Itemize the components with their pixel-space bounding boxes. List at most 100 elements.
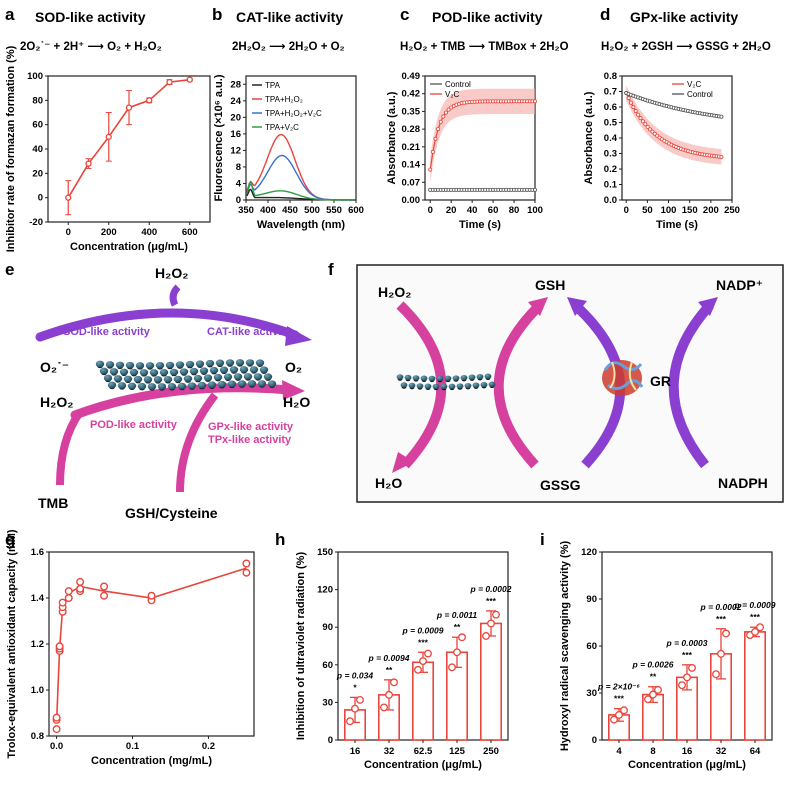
chart-i: 0 30 60 90 120 Concentration (μg/mL) Hydroxyl … (559, 541, 776, 771)
atom (149, 369, 159, 376)
x-tick-label: 60 (488, 205, 499, 216)
x-axis-label: Concentration (μg/mL) (628, 759, 746, 771)
y-tick-label: 40 (32, 144, 43, 155)
h2o2-branch (169, 284, 181, 307)
x-tick-label: 16 (682, 746, 693, 757)
series-line-1 (246, 133, 356, 201)
e-cat-label: CAT-like activity (207, 326, 292, 338)
gr-enzyme-icon (602, 360, 644, 396)
atom (107, 381, 117, 389)
legend-label: TPA+H₂O₂ (265, 95, 303, 104)
significance-stars: *** (418, 637, 429, 647)
x-tick-label: 400 (141, 227, 157, 238)
f-nadph: NADPH (718, 475, 768, 491)
data-point (650, 129, 655, 134)
x-axis-label: Wavelength (nm) (257, 219, 346, 231)
p-value-label: p = 0.0094 (368, 653, 410, 663)
equation-d: H₂O₂ + 2GSH ⟶ GSSG + 2H₂O (601, 41, 771, 53)
data-point (722, 629, 730, 638)
data-point (458, 633, 466, 642)
atom (213, 373, 223, 381)
atom (187, 382, 197, 390)
y-tick-label: 0.14 (402, 160, 421, 171)
panel-label-a: a (5, 5, 15, 24)
data-point (105, 133, 112, 140)
atom (243, 373, 253, 380)
x-tick-label: 100 (661, 205, 677, 216)
x-tick-label: 62.5 (414, 746, 433, 757)
y-tick-label: 0 (236, 195, 241, 206)
data-point (100, 591, 109, 600)
atom (257, 380, 267, 387)
data-point (242, 568, 251, 577)
y-tick-label: 1.2 (31, 639, 44, 650)
data-point (428, 167, 433, 172)
data-point (55, 642, 64, 651)
significance-stars: *** (750, 612, 761, 622)
atom (420, 375, 428, 381)
x-tick-label: 0 (428, 205, 433, 216)
atom (183, 375, 193, 383)
data-point (751, 627, 759, 636)
atom (179, 368, 189, 376)
data-point (433, 136, 438, 141)
legend-label: V₂C (445, 90, 459, 99)
chart-b: 0 4 8 12 16 20 24 28 350 400 450 500 550 600Wavelengt… (213, 74, 364, 231)
y-tick-label: 0.00 (402, 195, 421, 206)
x-tick-label: 4 (616, 746, 622, 757)
plot-frame (245, 75, 357, 201)
data-point (147, 591, 156, 600)
y-tick-label: 0.6 (604, 102, 617, 113)
series-line-3 (246, 180, 356, 201)
y-tick-label: 0.3 (604, 149, 617, 160)
atom (133, 375, 143, 383)
atom (408, 382, 416, 389)
y-axis-label: Absorbance (a.u.) (386, 91, 398, 184)
data-point (146, 97, 153, 104)
x-tick-label: 550 (326, 205, 342, 216)
x-tick-label: 64 (750, 746, 761, 757)
x-tick-label: 125 (449, 746, 466, 757)
x-tick-label: 32 (716, 746, 727, 757)
data-point (242, 559, 251, 568)
x-axis-label: Time (s) (656, 219, 698, 231)
atom (404, 374, 412, 381)
x-tick-label: 40 (467, 205, 478, 216)
y-tick-label: 60 (322, 660, 333, 671)
title-d: GPx-like activity (630, 9, 738, 25)
atom (237, 380, 247, 387)
atom (432, 383, 440, 390)
bar (743, 631, 766, 741)
e-h2o: H₂O (283, 394, 310, 410)
significance-stars: *** (486, 596, 497, 606)
data-point (645, 124, 650, 129)
error-band (430, 88, 535, 183)
atom (233, 373, 243, 380)
atom (153, 376, 163, 383)
p-value-label: p = 0.0009 (402, 625, 444, 635)
y-tick-label: 80 (32, 95, 43, 106)
x-tick-label: 50 (642, 205, 653, 216)
y-tick-label: 0.8 (604, 71, 617, 82)
data-point (380, 703, 388, 712)
series-line-2 (246, 154, 356, 201)
atom (143, 376, 153, 383)
p-value-label: p = 0.0003 (666, 638, 708, 648)
atom (139, 369, 149, 376)
atom (203, 374, 213, 382)
y-tick-label: 12 (230, 145, 241, 156)
atom (193, 374, 203, 382)
atom (103, 374, 113, 382)
atom (207, 381, 217, 389)
data-point (76, 577, 85, 586)
p-value-label: p = 2×10⁻⁶ (597, 682, 641, 692)
tmb-branch (56, 409, 84, 486)
data-point (414, 665, 422, 674)
data-point (482, 632, 490, 640)
y-tick-label: 0.8 (31, 731, 44, 742)
data-point (643, 122, 648, 127)
significance-stars: *** (614, 694, 625, 704)
y-tick-label: 0 (328, 735, 333, 746)
data-point (717, 649, 725, 658)
y-tick-label: 1.6 (31, 547, 44, 558)
